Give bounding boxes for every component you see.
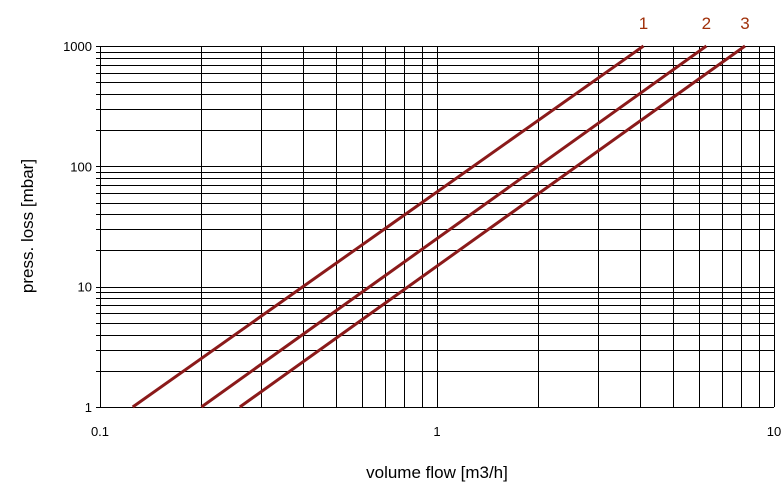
series-labels: 1 2 3	[639, 14, 750, 33]
y-tick-label: 100	[70, 159, 92, 174]
series-line-1	[131, 44, 645, 409]
x-tick-label: 1	[433, 424, 440, 439]
y-tick-label: 1	[85, 400, 92, 415]
y-axis-label: press. loss [mbar]	[18, 159, 37, 293]
series-label-2: 2	[702, 14, 711, 33]
series-line-2	[200, 44, 708, 409]
y-tick-label: 10	[78, 280, 92, 295]
y-tick-label: 1000	[63, 39, 92, 54]
x-axis-label: volume flow [m3/h]	[366, 463, 508, 482]
x-tick-label: 10	[767, 424, 781, 439]
y-tick-labels: 1 10 100 1000	[63, 39, 92, 415]
x-tick-label: 0.1	[91, 424, 109, 439]
series-label-1: 1	[639, 14, 648, 33]
series-label-3: 3	[740, 14, 749, 33]
series-lines	[131, 44, 746, 409]
series-line-3	[238, 44, 746, 409]
grid	[96, 46, 775, 408]
x-tick-labels: 0.1 1 10	[91, 424, 781, 439]
